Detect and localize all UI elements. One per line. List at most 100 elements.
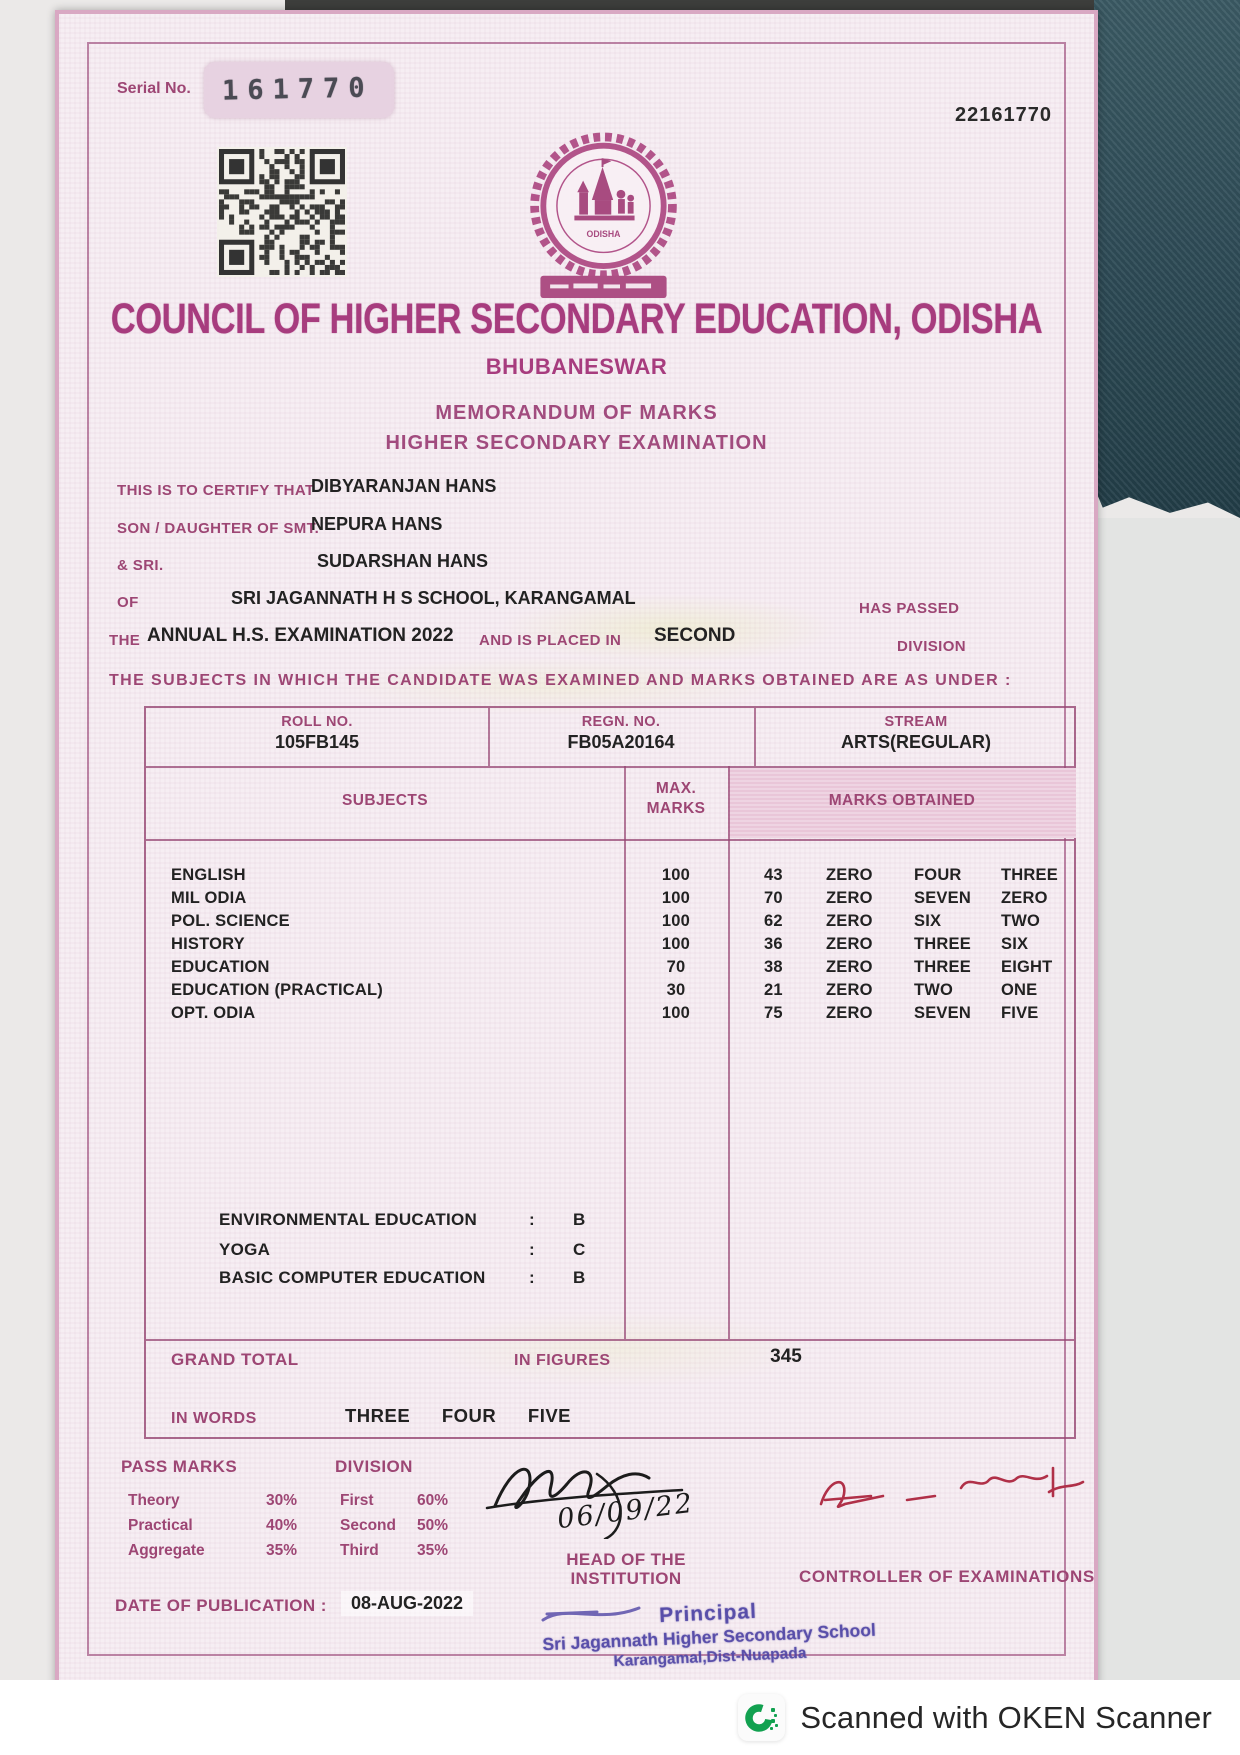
- marks-figures: 38: [764, 958, 783, 976]
- col-marks-obtained: MARKS OBTAINED: [828, 792, 976, 809]
- marks-rows: ENGLISH 100 43 ZERO FOUR THREE MIL ODIA …: [146, 866, 1074, 1027]
- marks-figures: 43: [764, 866, 783, 884]
- marks-word: SIX: [1001, 935, 1029, 953]
- marks-word: ZERO: [826, 1004, 873, 1022]
- max-marks: 100: [661, 1004, 691, 1022]
- stream-cell: STREAM ARTS(REGULAR): [754, 714, 1078, 753]
- marks-word: ZERO: [826, 958, 873, 976]
- regn-no-value: FB05A20164: [567, 732, 675, 752]
- marks-word: SEVEN: [914, 1004, 971, 1022]
- date-of-publication-value: 08-AUG-2022: [341, 1591, 474, 1616]
- table-line: [488, 708, 490, 766]
- subject-name: ENGLISH: [171, 866, 246, 884]
- council-emblem: ODISHA: [530, 132, 677, 299]
- division-row-label: Third: [340, 1542, 379, 1559]
- marks-row: HISTORY 100 36 ZERO THREE SIX: [146, 935, 1074, 958]
- in-figures-label: IN FIGURES: [514, 1352, 611, 1369]
- in-words-label: IN WORDS: [171, 1410, 257, 1427]
- certify-label: THIS IS TO CERTIFY THAT: [117, 482, 315, 499]
- head-signature: [485, 1467, 684, 1539]
- head-label-line2: INSTITUTION: [570, 1569, 682, 1588]
- of-label: OF: [117, 594, 139, 611]
- max-marks: 70: [666, 958, 686, 976]
- marks-figures: 70: [764, 889, 783, 907]
- marks-word: ONE: [1001, 981, 1038, 999]
- father-label: & SRI.: [117, 557, 164, 574]
- division-row-value: 50%: [417, 1517, 449, 1534]
- marks-word: THREE: [914, 958, 971, 976]
- grand-total-words: THREE FOUR FIVE: [345, 1405, 572, 1426]
- subject-name: HISTORY: [171, 935, 245, 953]
- serial-no-label: Serial No.: [117, 80, 191, 97]
- division-row-label: Second: [340, 1517, 396, 1534]
- marks-row: EDUCATION 70 38 ZERO THREE EIGHT: [146, 958, 1074, 981]
- table-line: [146, 766, 1074, 768]
- reference-number: 22161770: [955, 104, 1052, 126]
- table-line: [624, 766, 626, 1339]
- the-label: THE: [109, 632, 141, 649]
- marks-word: FOUR: [914, 866, 962, 884]
- temple-illustration: [574, 158, 635, 221]
- scanner-footer: Scanned with OKEN Scanner: [0, 1680, 1240, 1755]
- oken-scanner-icon: [738, 1694, 786, 1741]
- regn-no-label: REGN. NO.: [581, 714, 661, 730]
- school-name: SRI JAGANNATH H S SCHOOL, KARANGAMAL: [231, 588, 636, 608]
- grade-value: B: [573, 1268, 586, 1287]
- candidate-name: DIBYARANJAN HANS: [311, 476, 497, 496]
- marks-row: POL. SCIENCE 100 62 ZERO SIX TWO: [146, 912, 1074, 935]
- marks-figures: 21: [764, 981, 783, 999]
- marks-obtained-band: [728, 768, 1076, 838]
- grade-subject: YOGA: [219, 1240, 271, 1259]
- grade-colon: :: [529, 1240, 535, 1259]
- controller-signature: [819, 1466, 1085, 1508]
- exam-heading: HIGHER SECONDARY EXAMINATION: [385, 432, 768, 454]
- grand-total-label: GRAND TOTAL: [171, 1350, 299, 1369]
- father-name: SUDARSHAN HANS: [317, 551, 489, 571]
- marks-word: ZERO: [826, 866, 873, 884]
- pass-row-label: Aggregate: [128, 1542, 205, 1559]
- scan-background-corner: [1094, 0, 1240, 518]
- roll-no-label: ROLL NO.: [281, 714, 353, 730]
- marks-word: EIGHT: [1001, 958, 1053, 976]
- marks-word: THREE: [1001, 866, 1058, 884]
- marks-word: ZERO: [1001, 889, 1048, 907]
- subject-name: OPT. ODIA: [171, 1004, 256, 1022]
- division-row-value: 60%: [417, 1492, 449, 1509]
- stream-value: ARTS(REGULAR): [841, 732, 991, 752]
- roll-no-cell: ROLL NO. 105FB145: [146, 714, 488, 753]
- table-line: [728, 766, 730, 1339]
- marks-word: FIVE: [1001, 1004, 1039, 1022]
- pass-row-value: 35%: [266, 1542, 298, 1559]
- marks-word: ZERO: [826, 981, 873, 999]
- pass-row-value: 40%: [266, 1517, 298, 1534]
- roll-no-value: 105FB145: [274, 732, 360, 752]
- max-marks: 100: [661, 889, 691, 907]
- grade-colon: :: [529, 1210, 535, 1229]
- marks-figures: 75: [764, 1004, 783, 1022]
- council-city: BHUBANESWAR: [485, 354, 668, 379]
- date-of-publication-label: DATE OF PUBLICATION :: [115, 1596, 327, 1615]
- exam-name: ANNUAL H.S. EXAMINATION 2022: [147, 625, 454, 646]
- division-block-label: DIVISION: [335, 1457, 413, 1476]
- council-title: COUNCIL OF HIGHER SECONDARY EDUCATION, O…: [110, 294, 1043, 343]
- col-max-line1: MAX.: [655, 780, 697, 797]
- col-max-line2: MARKS: [646, 800, 706, 817]
- table-line: [146, 1339, 1074, 1341]
- has-passed-label: HAS PASSED: [859, 600, 960, 617]
- col-subjects: SUBJECTS: [342, 792, 428, 809]
- max-marks: 100: [661, 912, 691, 930]
- max-marks: 30: [666, 981, 686, 999]
- certificate-border-frame: [87, 42, 1066, 1656]
- table-line: [754, 708, 756, 766]
- marks-table: ROLL NO. 105FB145 REGN. NO. FB05A20164 S…: [144, 706, 1076, 1439]
- qr-code: [217, 147, 347, 277]
- pass-row-label: Theory: [128, 1492, 180, 1509]
- marks-word: ZERO: [826, 889, 873, 907]
- scan-edge-top: [285, 0, 1095, 11]
- marks-word: ZERO: [826, 935, 873, 953]
- table-line: [146, 839, 1074, 841]
- grade-subject: BASIC COMPUTER EDUCATION: [219, 1268, 486, 1287]
- serial-number-stamp: 161770: [204, 62, 394, 118]
- subjects-intro: THE SUBJECTS IN WHICH THE CANDIDATE WAS …: [109, 672, 1012, 689]
- max-marks: 100: [661, 866, 691, 884]
